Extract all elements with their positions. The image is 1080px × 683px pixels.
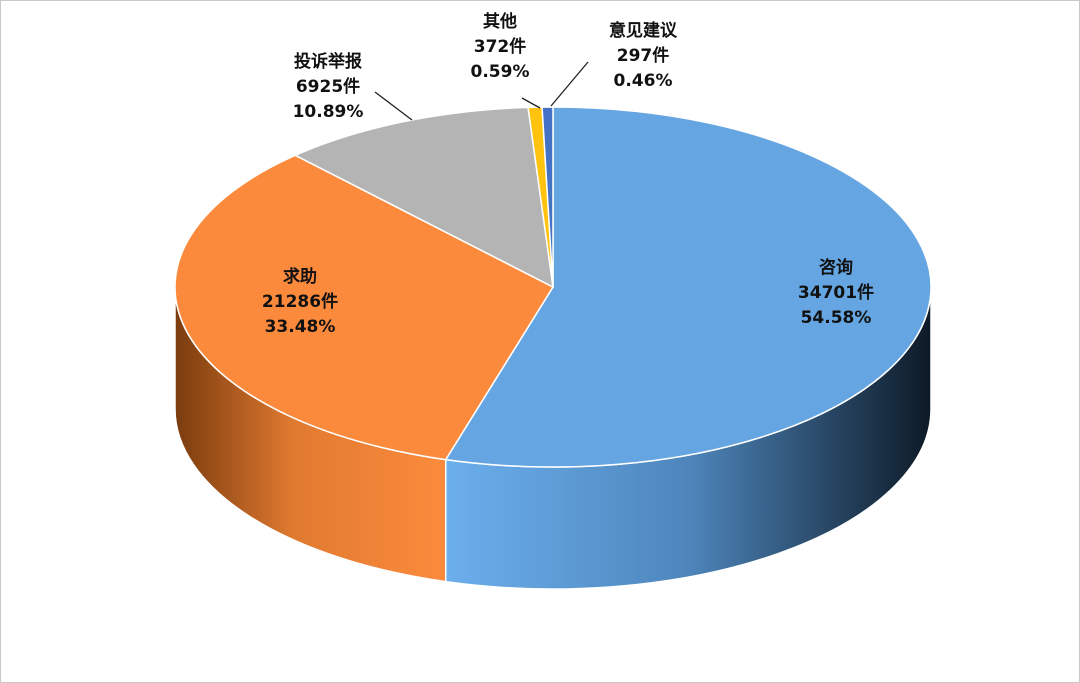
slice-label: 求助: [283, 266, 317, 287]
slice-label: 意见建议: [609, 20, 678, 41]
slice-label: 其他: [483, 11, 517, 32]
slice-label: 投诉举报: [294, 51, 362, 72]
percent-label: 54.58%: [801, 308, 872, 328]
leader-line: [521, 97, 541, 109]
percent-label: 0.46%: [614, 71, 673, 91]
leader-line: [374, 91, 413, 121]
pie-tops: [174, 106, 932, 468]
slice: [444, 106, 932, 468]
count-label: 297件: [617, 45, 670, 66]
leader-line: [550, 61, 589, 107]
count-label: 34701件: [798, 282, 874, 303]
count-label: 21286件: [262, 291, 338, 312]
percent-label: 10.89%: [293, 102, 364, 122]
slice-label: 咨询: [819, 257, 853, 278]
slice: [293, 106, 554, 289]
percent-label: 33.48%: [265, 317, 336, 337]
slice: [541, 106, 554, 288]
count-label: 372件: [474, 36, 527, 57]
slice: [174, 154, 555, 461]
count-label: 6925件: [296, 76, 360, 97]
percent-label: 0.59%: [471, 62, 530, 82]
labels: 咨询 34701件 54.58% 求助 21286件 33.48% 投诉举报 6925件 10.…: [262, 11, 874, 337]
